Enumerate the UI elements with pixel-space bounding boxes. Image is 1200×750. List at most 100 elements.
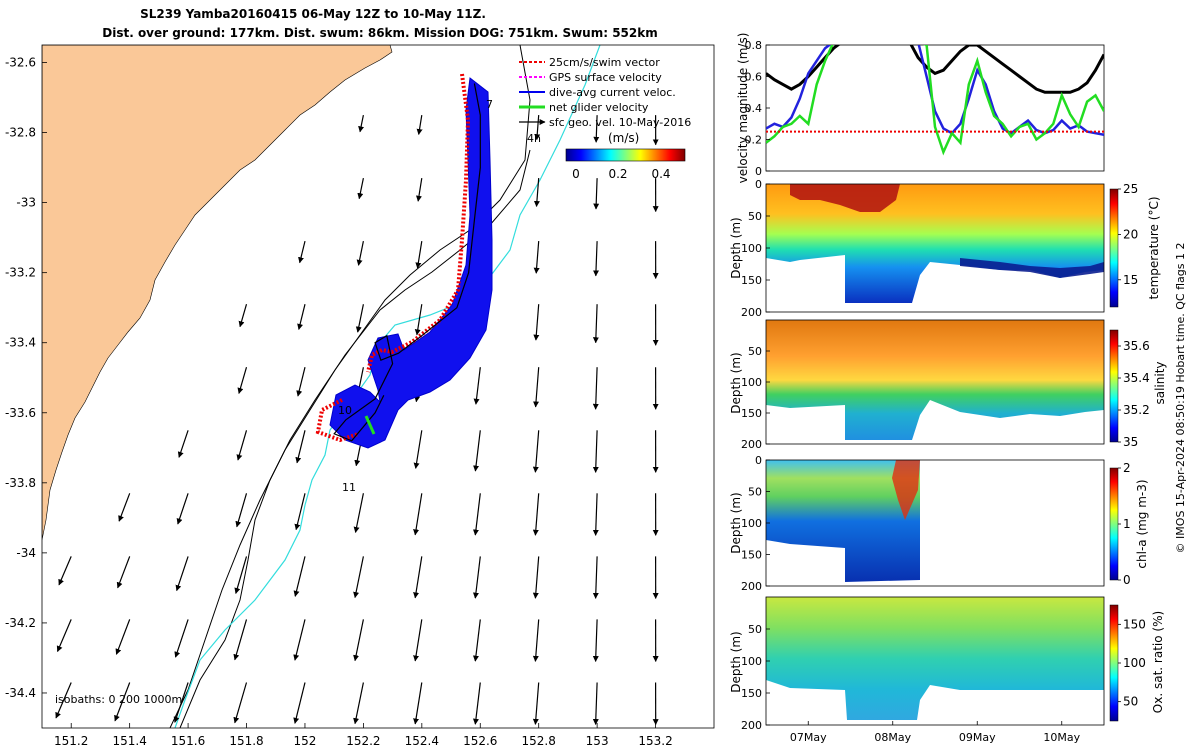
geo-velocity-arrow — [173, 682, 189, 723]
geo-velocity-arrow — [592, 493, 599, 536]
geo-velocity-arrow — [534, 115, 541, 141]
depth-tick-label: 100 — [741, 242, 762, 255]
cbar-tick-label: 150 — [1123, 617, 1146, 631]
map-y-tick-label: -33.2 — [5, 266, 36, 280]
map-y-tick-label: -34.4 — [5, 686, 36, 700]
chla-field — [766, 460, 920, 582]
map-cbar-tick-02: 0.2 — [608, 167, 627, 181]
depth-tick-label: 200 — [741, 306, 762, 319]
geo-velocity-arrow — [415, 241, 423, 269]
velocity-series — [766, 45, 1104, 156]
geo-velocity-arrow — [174, 619, 189, 658]
map-x-tick-label: 152.8 — [522, 734, 556, 748]
chla-y-ticks: 0 50 100 150 200 — [741, 454, 770, 593]
oxygen-panel: 50 100 150 200 Depth (m) 50 100 150 Ox. sat. … — [729, 596, 1165, 744]
velocity-y-tick-label: 0 — [755, 165, 762, 178]
geo-velocity-arrow — [593, 178, 600, 210]
depth-tick-label: 200 — [741, 580, 762, 593]
temperature-cold-bottom — [960, 258, 1104, 278]
chla-colorbar — [1109, 467, 1119, 581]
annotation-10: 10 — [338, 404, 352, 417]
depth-tick-label: 100 — [741, 655, 762, 668]
cbar-tick-label: 35.6 — [1123, 339, 1150, 353]
depth-tick-label: 150 — [741, 407, 762, 420]
geo-velocity-arrow — [592, 304, 599, 344]
geo-velocity-arrow — [296, 367, 306, 397]
velocity-y-tick-label: 0.2 — [745, 134, 763, 147]
map-x-ticks: 151.2 151.4 151.6 151.8 152 152.2 152.4 152.6 15… — [54, 723, 673, 748]
annotation-4h: 4h — [527, 132, 541, 145]
velocity-y-tick-label: 0.6 — [745, 71, 763, 84]
geo-velocity-arrow — [115, 619, 131, 655]
geo-velocity-arrow — [415, 178, 423, 202]
geo-velocity-arrow — [532, 682, 540, 725]
geo-velocity-arrow — [175, 556, 189, 592]
isobaths-label: isobaths: 0 200 1000m — [55, 693, 182, 706]
geo-velocity-arrow — [473, 367, 481, 405]
geo-velocity-arrow — [293, 682, 306, 724]
dive-avg-current-swath — [329, 77, 493, 449]
temperature-warm-core — [790, 184, 900, 212]
chla-high-patch — [892, 460, 920, 520]
oxygen-cbar-label: Ox. sat. ratio (%) — [1151, 611, 1165, 713]
geo-velocity-arrow — [353, 556, 364, 599]
oxygen-cbar-ticks: 50 100 150 — [1118, 617, 1146, 709]
map-x-tick-label: 151.6 — [171, 734, 205, 748]
title-line1: SL239 Yamba20160415 06-May 12Z to 10-May… — [140, 7, 486, 21]
map-y-ticks: -32.6 -32.8 -33 -33.2 -33.4 -33.6 -33.8 -34 -34.… — [5, 56, 47, 700]
cbar-tick-label: 50 — [1123, 695, 1138, 709]
time-x-ticks: 07May 08May 09May 10May — [790, 721, 1081, 744]
time-tick-label: 08May — [874, 731, 911, 744]
geo-velocity-arrow — [592, 430, 599, 473]
geo-velocity-arrow — [413, 682, 423, 725]
velocity-ylabel: velocity magnitude (m/s) — [736, 33, 750, 184]
cbar-tick-label: 35.4 — [1123, 371, 1150, 385]
geo-velocity-arrow — [593, 241, 600, 277]
geo-velocity-arrow — [416, 115, 423, 135]
geo-velocity-arrow — [533, 241, 540, 274]
depth-tick-label: 50 — [748, 210, 762, 223]
geo-velocity-arrow — [472, 682, 481, 725]
geo-velocity-arrow — [532, 430, 540, 473]
geo-velocity-arrow — [356, 240, 364, 266]
map-panel: isobaths: 0 200 1000m 7 4h 10 11 151.2 15… — [5, 44, 715, 748]
map-cbar-tick-04: 0.4 — [651, 167, 670, 181]
depth-tick-label: 50 — [748, 623, 762, 636]
geo-velocity-arrow — [533, 178, 540, 207]
geo-velocity-arrow — [55, 682, 72, 719]
salinity-field — [766, 320, 1104, 440]
geo-velocity-arrow — [297, 304, 306, 330]
cbar-tick-label: 35 — [1123, 435, 1138, 449]
cbar-tick-label: 100 — [1123, 656, 1146, 670]
geo-velocity-arrow — [114, 682, 131, 722]
geo-velocity-arrow — [293, 619, 306, 661]
cbar-tick-label: 35.2 — [1123, 403, 1150, 417]
salinity-panel: 50 100 150 200 Depth (m) 35 35.2 35.4 35.6 sal… — [729, 319, 1167, 451]
map-cbar-tick-0: 0 — [572, 167, 580, 181]
depth-tick-label: 100 — [741, 517, 762, 530]
time-tick-label: 07May — [790, 731, 827, 744]
geo-velocity-arrow — [237, 367, 248, 394]
temperature-panel: 0 50 100 150 200 Depth (m) 15 20 25 temperatur… — [729, 178, 1161, 319]
salinity-ylabel: Depth (m) — [729, 352, 743, 413]
map-x-tick-label: 151.4 — [112, 734, 146, 748]
temperature-colorbar — [1109, 188, 1119, 308]
map-x-tick-label: 151.2 — [54, 734, 88, 748]
oxygen-field — [766, 597, 1104, 720]
map-frame — [41, 44, 715, 729]
geo-velocity-arrow — [294, 493, 306, 531]
geo-velocity-arrow — [355, 304, 364, 333]
depth-tick-label: 100 — [741, 376, 762, 389]
salinity-cbar-label: salinity — [1153, 361, 1167, 404]
geo-velocity-arrow — [592, 367, 599, 410]
velocity-vector-field — [55, 114, 659, 726]
geo-velocity-arrow — [58, 556, 72, 586]
oxygen-ylabel: Depth (m) — [729, 631, 743, 692]
geo-velocity-arrow — [353, 493, 364, 533]
map-y-tick-label: -33 — [16, 196, 36, 210]
geo-velocity-arrow — [353, 619, 364, 662]
map-y-tick-label: -32.6 — [5, 56, 36, 70]
velocity-panel: 0 0.2 0.4 0.6 0.8 velocity magnitude (m/s) — [736, 33, 1105, 184]
salinity-colorbar — [1109, 329, 1119, 443]
geo-velocity-arrow — [472, 556, 481, 599]
